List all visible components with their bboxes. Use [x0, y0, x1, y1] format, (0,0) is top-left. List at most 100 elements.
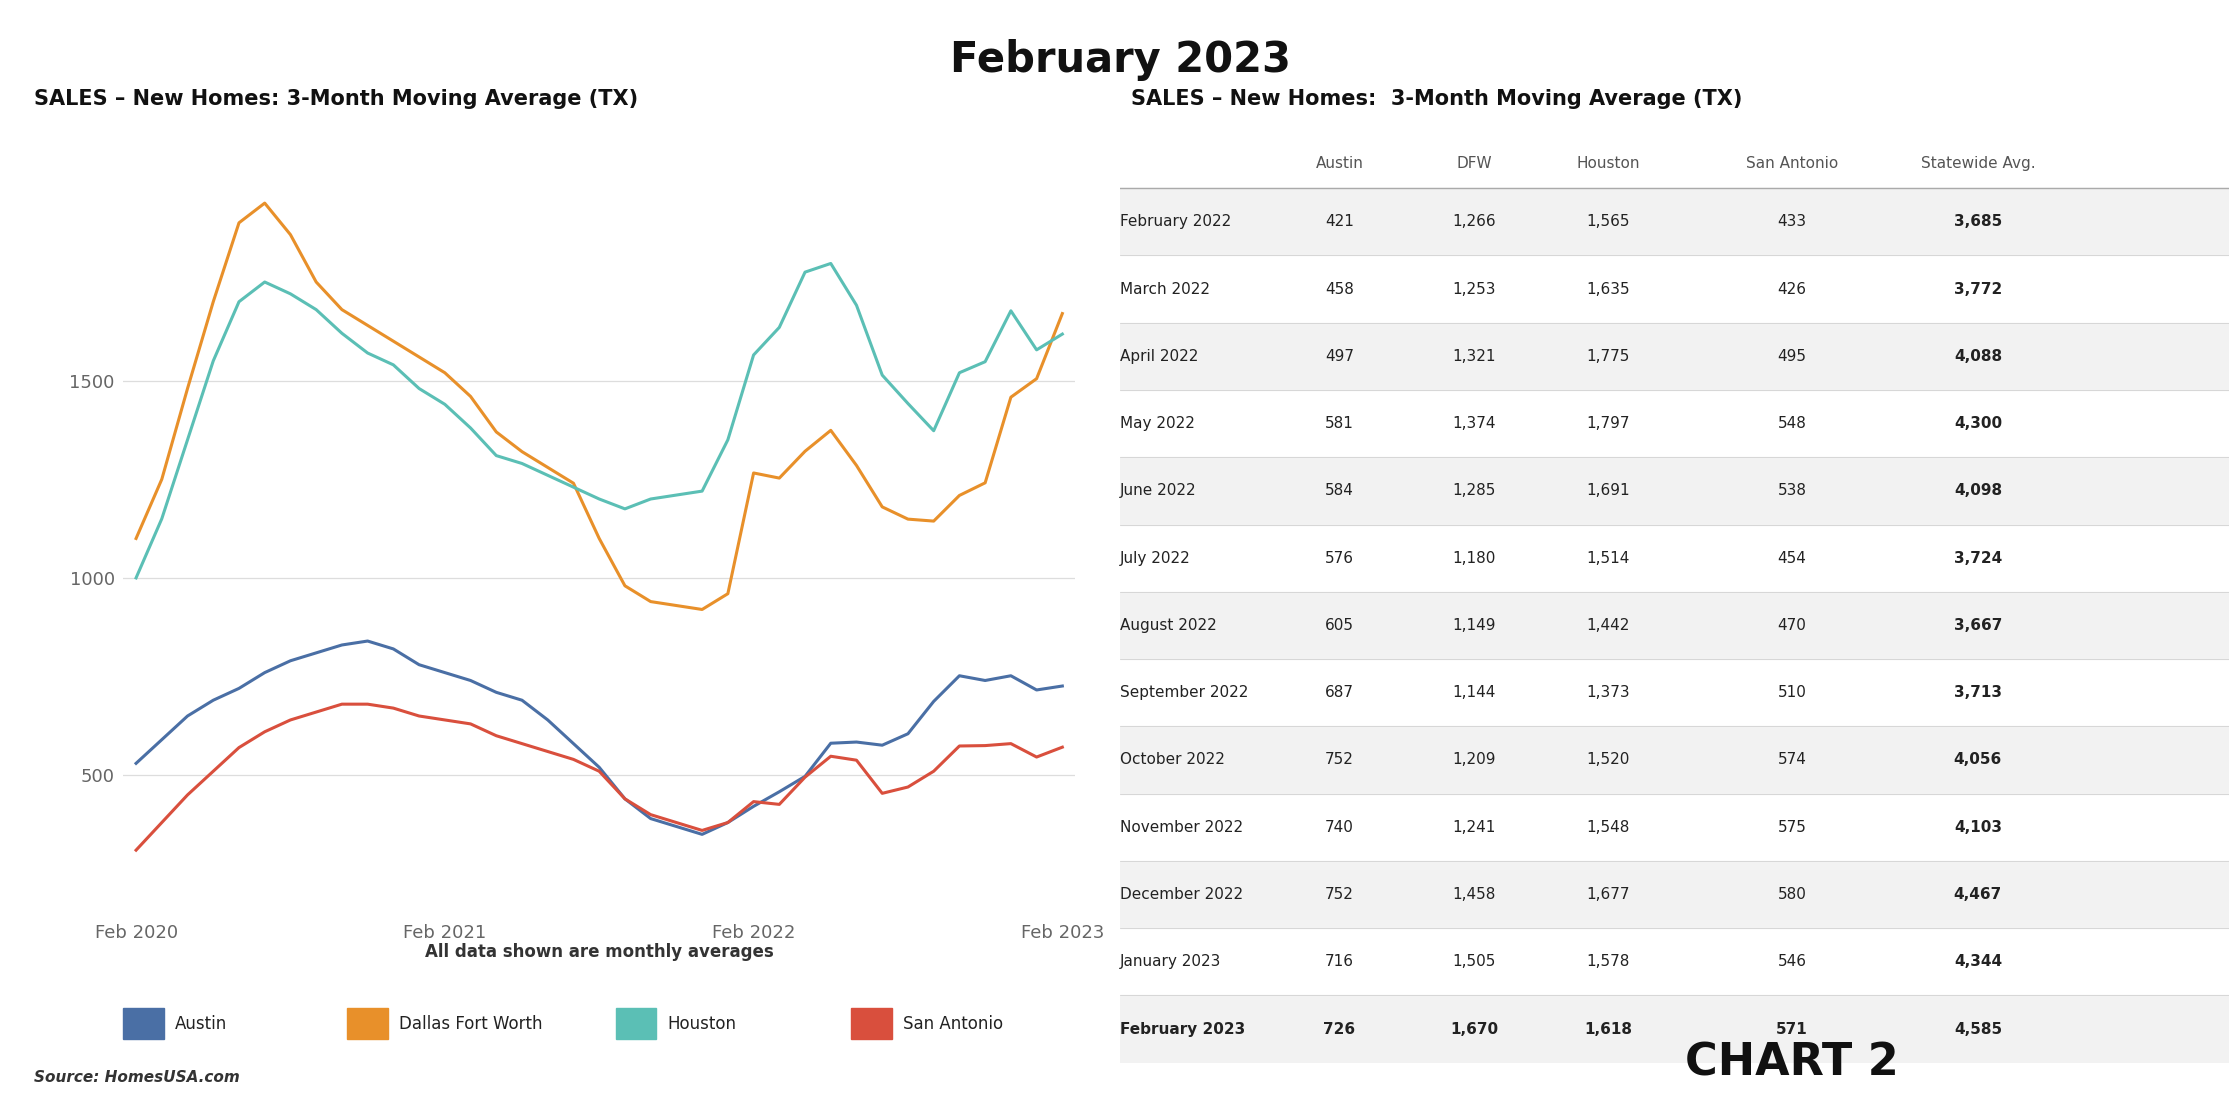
- Text: DFW: DFW: [1456, 156, 1492, 170]
- Text: 575: 575: [1779, 820, 1805, 835]
- Bar: [1120, 188, 2229, 256]
- Text: January 2023: January 2023: [1120, 954, 1221, 970]
- Text: 1,253: 1,253: [1452, 281, 1496, 297]
- Text: May 2022: May 2022: [1120, 416, 1194, 431]
- Text: 584: 584: [1326, 484, 1353, 498]
- Text: 1,797: 1,797: [1586, 416, 1631, 431]
- Text: 1,775: 1,775: [1586, 349, 1631, 364]
- Text: 497: 497: [1326, 349, 1353, 364]
- Text: February 2023: February 2023: [1120, 1022, 1245, 1036]
- Text: 1,505: 1,505: [1452, 954, 1496, 970]
- Text: 4,088: 4,088: [1953, 349, 2003, 364]
- Text: 538: 538: [1779, 484, 1805, 498]
- Text: 1,144: 1,144: [1452, 685, 1496, 701]
- Text: 458: 458: [1326, 281, 1353, 297]
- Text: 495: 495: [1779, 349, 1805, 364]
- Text: November 2022: November 2022: [1120, 820, 1243, 835]
- Text: 548: 548: [1779, 416, 1805, 431]
- Text: Source: HomesUSA.com: Source: HomesUSA.com: [34, 1069, 240, 1085]
- Text: March 2022: March 2022: [1120, 281, 1210, 297]
- Text: Houston: Houston: [1577, 156, 1640, 170]
- Bar: [1120, 861, 2229, 928]
- Text: 687: 687: [1326, 685, 1353, 701]
- Text: 740: 740: [1326, 820, 1353, 835]
- Text: 4,467: 4,467: [1953, 887, 2003, 902]
- Text: October 2022: October 2022: [1120, 753, 1225, 767]
- Text: 1,285: 1,285: [1452, 484, 1496, 498]
- Text: 716: 716: [1326, 954, 1353, 970]
- Bar: [1120, 592, 2229, 659]
- Bar: [1120, 323, 2229, 390]
- Text: 3,713: 3,713: [1953, 685, 2003, 701]
- Text: 1,520: 1,520: [1586, 753, 1631, 767]
- Text: June 2022: June 2022: [1120, 484, 1196, 498]
- Text: 1,442: 1,442: [1586, 618, 1631, 633]
- Text: 470: 470: [1779, 618, 1805, 633]
- Text: 426: 426: [1779, 281, 1805, 297]
- Text: CHART 2: CHART 2: [1684, 1042, 1900, 1085]
- Text: 1,209: 1,209: [1452, 753, 1496, 767]
- Text: 421: 421: [1326, 215, 1353, 229]
- Text: 571: 571: [1776, 1022, 1808, 1036]
- Text: 580: 580: [1779, 887, 1805, 902]
- Text: 3,667: 3,667: [1953, 618, 2003, 633]
- Text: Houston: Houston: [668, 1015, 737, 1033]
- Text: 4,103: 4,103: [1953, 820, 2003, 835]
- Text: 1,691: 1,691: [1586, 484, 1631, 498]
- Text: 1,514: 1,514: [1586, 550, 1631, 566]
- Text: 1,677: 1,677: [1586, 887, 1631, 902]
- Text: 752: 752: [1326, 753, 1353, 767]
- Text: 1,458: 1,458: [1452, 887, 1496, 902]
- Text: 4,585: 4,585: [1953, 1022, 2003, 1036]
- Text: 1,321: 1,321: [1452, 349, 1496, 364]
- Text: August 2022: August 2022: [1120, 618, 1216, 633]
- Text: Dallas Fort Worth: Dallas Fort Worth: [399, 1015, 542, 1033]
- Text: September 2022: September 2022: [1120, 685, 1248, 701]
- Text: 752: 752: [1326, 887, 1353, 902]
- Text: July 2022: July 2022: [1120, 550, 1192, 566]
- Text: 574: 574: [1779, 753, 1805, 767]
- Text: April 2022: April 2022: [1120, 349, 1198, 364]
- Text: 1,565: 1,565: [1586, 215, 1631, 229]
- Text: Austin: Austin: [1315, 156, 1364, 170]
- Text: 546: 546: [1779, 954, 1805, 970]
- Text: 605: 605: [1326, 618, 1353, 633]
- Text: SALES – New Homes:  3-Month Moving Average (TX): SALES – New Homes: 3-Month Moving Averag…: [1131, 89, 1743, 108]
- Text: 4,344: 4,344: [1953, 954, 2003, 970]
- Text: 433: 433: [1776, 215, 1808, 229]
- Text: Statewide Avg.: Statewide Avg.: [1920, 156, 2036, 170]
- Bar: [1120, 457, 2229, 525]
- Text: 4,300: 4,300: [1953, 416, 2003, 431]
- Text: SALES – New Homes: 3-Month Moving Average (TX): SALES – New Homes: 3-Month Moving Averag…: [34, 89, 638, 108]
- Text: 1,635: 1,635: [1586, 281, 1631, 297]
- Text: December 2022: December 2022: [1120, 887, 1243, 902]
- Text: 581: 581: [1326, 416, 1353, 431]
- Text: 510: 510: [1779, 685, 1805, 701]
- Text: 1,149: 1,149: [1452, 618, 1496, 633]
- Text: All data shown are monthly averages: All data shown are monthly averages: [426, 943, 773, 961]
- Bar: [1120, 726, 2229, 794]
- Text: February 2023: February 2023: [950, 39, 1290, 81]
- Bar: [1120, 995, 2229, 1063]
- Text: 3,724: 3,724: [1953, 550, 2003, 566]
- Text: 1,373: 1,373: [1586, 685, 1631, 701]
- Text: San Antonio: San Antonio: [903, 1015, 1004, 1033]
- Text: San Antonio: San Antonio: [1745, 156, 1839, 170]
- Text: 4,056: 4,056: [1953, 753, 2003, 767]
- Text: 1,241: 1,241: [1452, 820, 1496, 835]
- Text: 1,548: 1,548: [1586, 820, 1631, 835]
- Text: February 2022: February 2022: [1120, 215, 1232, 229]
- Text: 1,266: 1,266: [1452, 215, 1496, 229]
- Text: 1,374: 1,374: [1452, 416, 1496, 431]
- Text: 576: 576: [1326, 550, 1353, 566]
- Text: 4,098: 4,098: [1953, 484, 2003, 498]
- Text: 3,772: 3,772: [1953, 281, 2003, 297]
- Text: 726: 726: [1324, 1022, 1355, 1036]
- Text: 1,670: 1,670: [1449, 1022, 1499, 1036]
- Text: 3,685: 3,685: [1953, 215, 2003, 229]
- Text: 1,618: 1,618: [1584, 1022, 1633, 1036]
- Text: Austin: Austin: [175, 1015, 226, 1033]
- Text: 1,180: 1,180: [1452, 550, 1496, 566]
- Text: 454: 454: [1779, 550, 1805, 566]
- Text: 1,578: 1,578: [1586, 954, 1631, 970]
